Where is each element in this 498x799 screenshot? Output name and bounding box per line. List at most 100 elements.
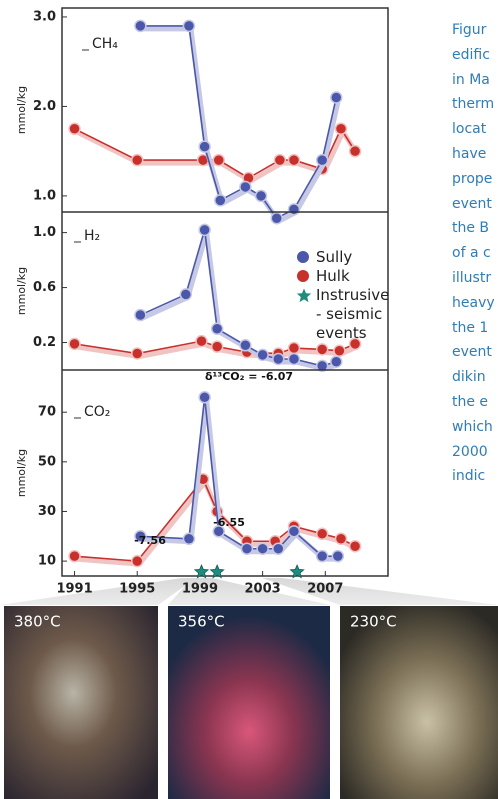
y-axis-label: mmol/kg (15, 267, 28, 315)
series-line (140, 25, 338, 220)
caption-line: locat (452, 121, 487, 138)
legend-swatch (296, 288, 312, 303)
data-point (239, 339, 252, 352)
data-point (214, 194, 227, 207)
data-point (212, 153, 225, 167)
data-point (272, 352, 285, 366)
photo-label: 380°C (14, 613, 61, 631)
projection (168, 578, 330, 605)
projection (262, 578, 498, 605)
data-point (254, 189, 268, 203)
data-point (134, 308, 147, 322)
event-star (209, 563, 225, 579)
x-tick-label: 2003 (245, 582, 281, 597)
annotation: δ¹³CO₂ = -6.07 (205, 370, 293, 383)
legend-label: Hulk (316, 267, 350, 285)
photo-label: 356°C (178, 613, 225, 631)
caption-line: heavy (452, 294, 495, 311)
x-tick-label: 1995 (119, 582, 155, 597)
caption-line: edific (452, 46, 490, 63)
data-point (287, 352, 301, 366)
data-point (195, 334, 208, 348)
data-point (270, 212, 283, 225)
data-point (287, 341, 301, 355)
series-halo (142, 397, 340, 562)
legend-marker (297, 251, 309, 263)
legend-marker (297, 270, 309, 282)
data-point (134, 19, 147, 33)
data-point (130, 347, 144, 360)
caption-line: event (452, 195, 492, 212)
annotation: -6.55 (213, 516, 245, 529)
caption-line: have (452, 145, 487, 162)
series-line (140, 397, 338, 557)
data-point (287, 203, 301, 216)
data-point (240, 542, 254, 555)
legend-label: Sully (316, 248, 353, 266)
y-tick-label: 30 (38, 504, 56, 519)
data-point (331, 549, 345, 563)
caption-line: illustr (452, 269, 492, 286)
panel-title: CH₄ (92, 36, 118, 52)
series-line (74, 127, 356, 179)
caption-line: the e (452, 393, 489, 410)
y-tick-label: 70 (38, 405, 56, 420)
data-point (348, 539, 362, 553)
legend-item: Instrusive - seismic events (296, 286, 396, 343)
y-tick-label: 3.0 (33, 9, 56, 24)
series-halo (141, 230, 339, 372)
caption-line: 2000 (452, 443, 488, 460)
data-point (212, 525, 225, 538)
panel-title: H₂ (84, 228, 100, 244)
y-tick-label: 10 (38, 554, 56, 569)
caption-line: in Ma (452, 71, 490, 88)
data-point (182, 532, 196, 546)
data-point (256, 348, 269, 362)
data-point (256, 542, 269, 555)
caption-line: the B (452, 220, 490, 237)
data-point (134, 530, 147, 543)
data-point (179, 288, 193, 301)
data-point (273, 153, 287, 167)
data-point (198, 223, 211, 237)
data-point (334, 122, 348, 136)
y-tick-label: 2.0 (33, 99, 56, 114)
photo-label: 230°C (350, 613, 397, 631)
x-tick-label: 1991 (56, 582, 92, 597)
event-star (289, 563, 305, 579)
caption-line: therm (452, 96, 495, 113)
data-point (272, 542, 285, 555)
y-axis-label: mmol/kg (15, 86, 28, 134)
legend-label: Instrusive - seismic events (316, 286, 390, 342)
caption-line: of a c (452, 245, 491, 262)
data-point (315, 527, 329, 541)
data-point (198, 140, 211, 153)
data-point (210, 322, 224, 336)
data-point (315, 549, 329, 563)
data-point (330, 91, 343, 104)
data-point (287, 153, 301, 167)
photo (4, 606, 158, 799)
data-point (334, 532, 348, 546)
data-point (287, 525, 301, 538)
y-tick-label: 1.0 (33, 225, 56, 240)
caption-line: which (452, 418, 493, 435)
caption-line: prope (452, 170, 493, 187)
data-point (330, 355, 343, 369)
data-point (348, 337, 362, 351)
x-tick-label: 1999 (182, 582, 218, 597)
data-point (333, 344, 346, 358)
data-point (68, 549, 81, 563)
data-point (315, 359, 329, 373)
caption-line: dikin (452, 369, 486, 386)
caption-line: indic (452, 468, 486, 485)
data-point (315, 153, 329, 167)
legend-item: Hulk (296, 267, 396, 286)
data-point (182, 19, 196, 33)
legend-marker (296, 288, 312, 303)
data-point (210, 340, 224, 353)
legend-item: Sully (296, 248, 396, 267)
series-line (140, 229, 337, 367)
